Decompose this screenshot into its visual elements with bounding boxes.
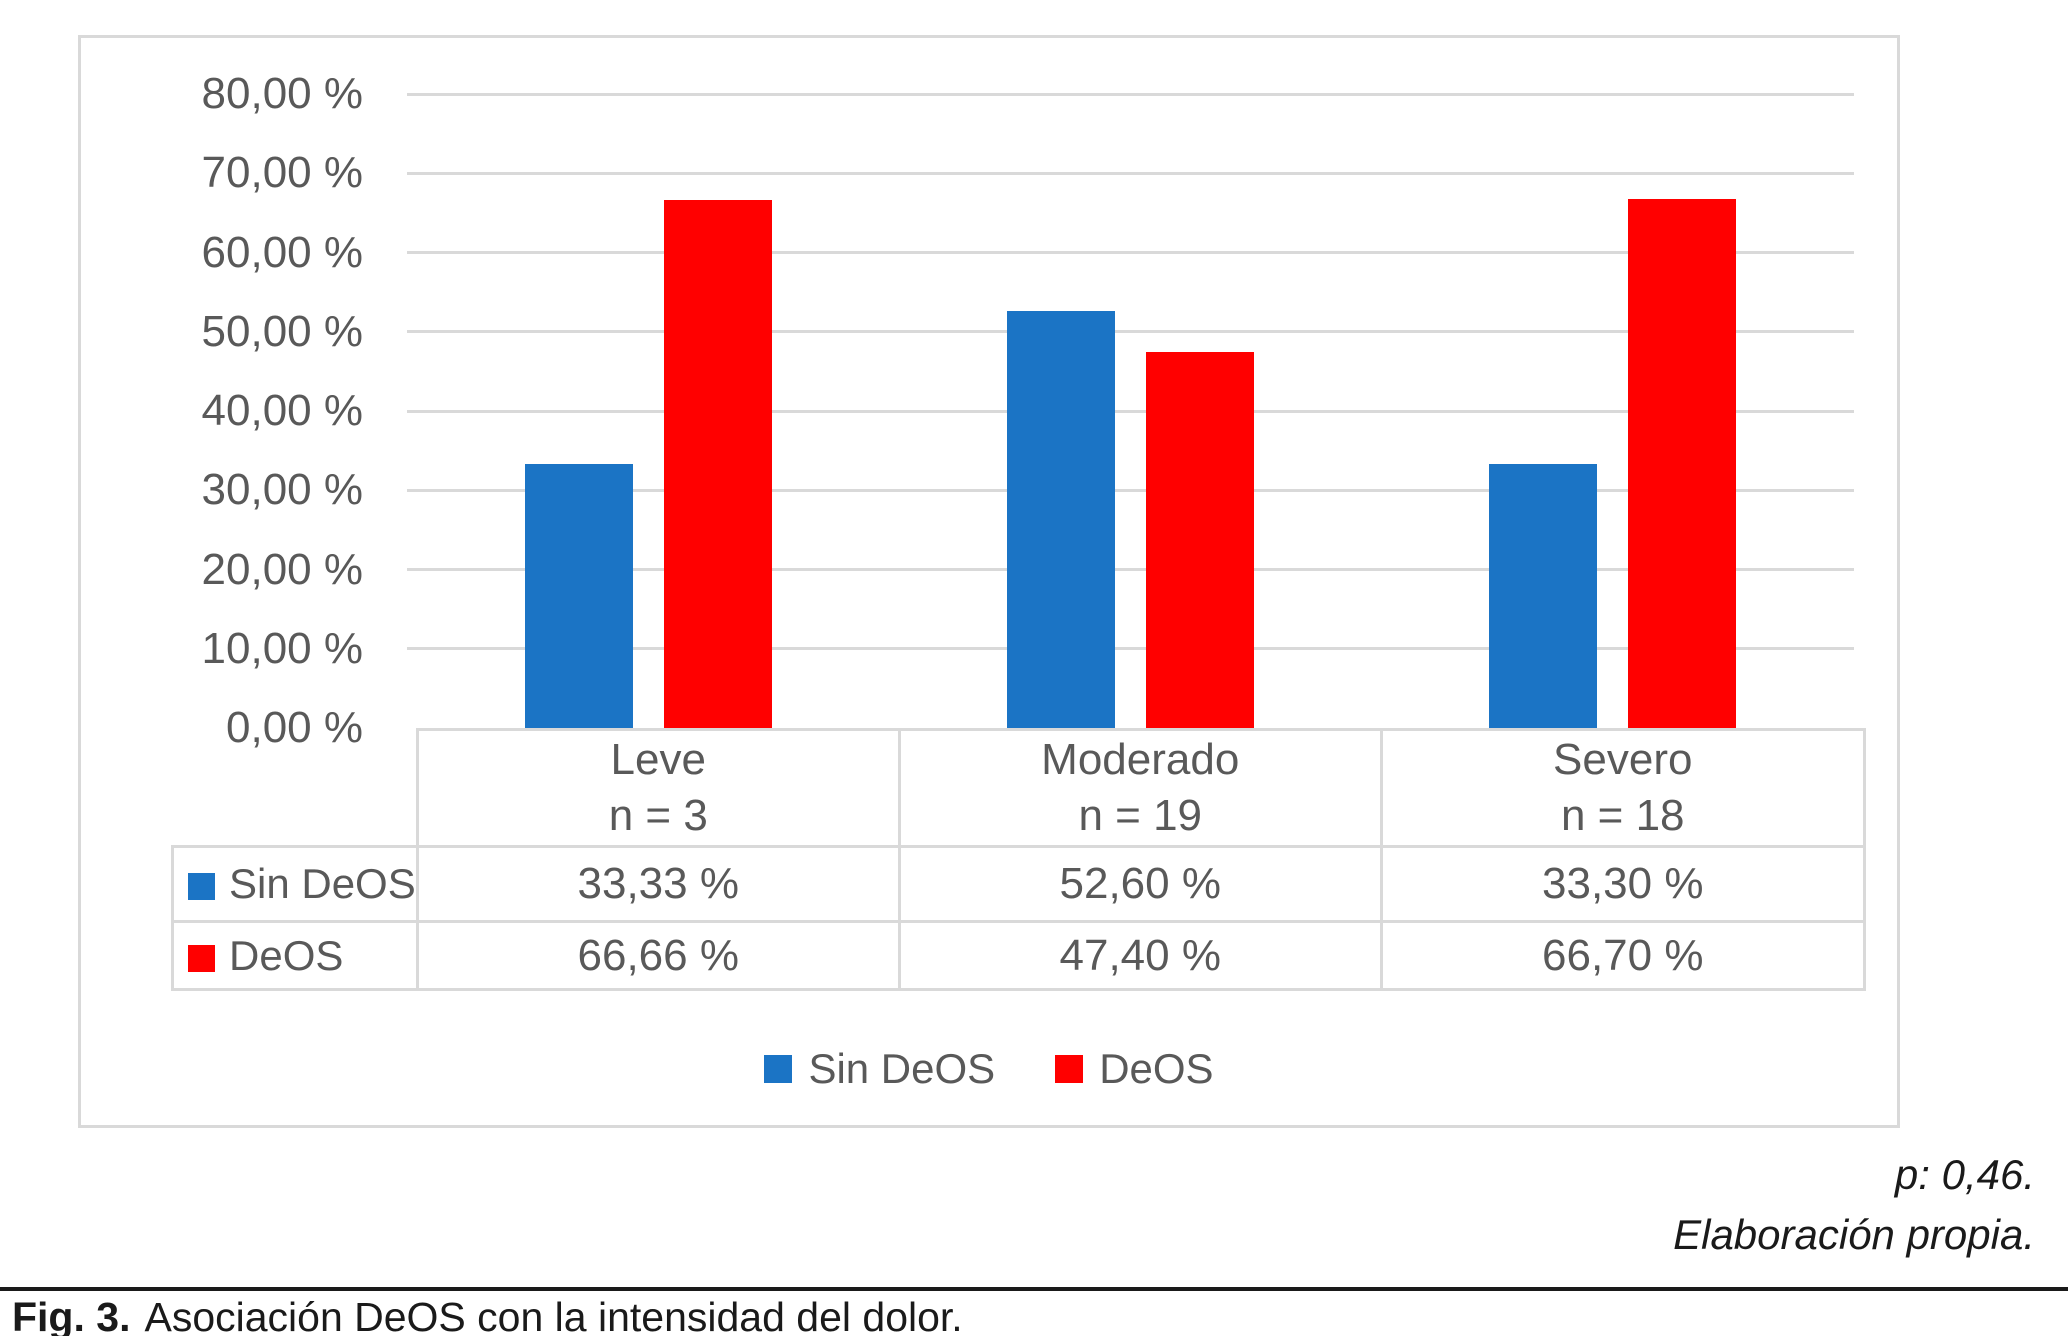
gridline — [407, 488, 1854, 492]
gridline — [407, 92, 1854, 96]
series-name-label: Sin DeOS — [229, 860, 416, 907]
category-header-severo: Severo n = 18 — [1379, 728, 1866, 848]
y-axis-labels: 0,00 % 10,00 % 20,00 % 30,00 % 40,00 % 50,00 … — [81, 38, 363, 750]
category-name: Leve — [610, 735, 706, 784]
value-cell: 52,60 % — [897, 845, 1383, 923]
series-name-label: DeOS — [229, 931, 344, 979]
gridline — [407, 330, 1854, 334]
figure-caption-text: Asociación DeOS con la intensidad del do… — [144, 1294, 963, 1336]
plot-area — [407, 38, 1854, 728]
y-tick-label: 0,00 % — [226, 703, 363, 752]
gridline — [407, 568, 1854, 571]
category-name: Severo — [1553, 735, 1693, 784]
table-row-deos: DeOS 66,66 % 47,40 % 66,70 % — [171, 920, 1866, 991]
y-tick-label: 50,00 % — [201, 306, 363, 356]
chart-legend: Sin DeOS DeOS — [81, 1044, 1897, 1094]
category-n: n = 19 — [1078, 791, 1203, 840]
y-tick-label: 40,00 % — [201, 386, 363, 435]
sin-deos-swatch — [188, 873, 215, 900]
legend-item-sin-deos: Sin DeOS — [764, 1045, 995, 1093]
legend-label: Sin DeOS — [808, 1045, 996, 1092]
table-corner-cell — [173, 730, 418, 847]
legend-swatch — [764, 1055, 793, 1083]
value-cell: 33,33 % — [415, 845, 901, 923]
gridline — [407, 251, 1854, 254]
chart-container: 0,00 % 10,00 % 20,00 % 30,00 % 40,00 % 50,00 … — [78, 35, 1900, 1128]
chart-notes: p: 0,46. Elaboración propia. — [1673, 1145, 2035, 1265]
legend-label: DeOS — [1099, 1045, 1214, 1092]
category-header-moderado: Moderado n = 19 — [897, 728, 1383, 848]
series-key-cell: DeOS — [171, 920, 419, 991]
gridline — [407, 409, 1854, 413]
legend-item-deos: DeOS — [1055, 1045, 1214, 1093]
table-header-row: Leve n = 3 Moderado n = 19 Severo n = 18 — [173, 728, 1866, 848]
bar-sin-deos-leve — [524, 463, 633, 728]
gridline — [407, 647, 1854, 651]
value-cell: 66,66 % — [415, 920, 901, 991]
category-n: n = 18 — [1560, 791, 1685, 840]
y-tick-label: 60,00 % — [201, 227, 363, 277]
bar-deos-severo — [1627, 199, 1736, 728]
p-value-note: p: 0,46. — [1894, 1151, 2035, 1198]
data-table-body: Leve n = 3 Moderado n = 19 Severo n = 18 Sin D… — [171, 728, 1866, 991]
y-tick-label: 10,00 % — [201, 623, 363, 673]
bar-sin-deos-moderado — [1006, 311, 1115, 728]
category-header-leve: Leve n = 3 — [415, 728, 901, 848]
bar-sin-deos-severo — [1488, 464, 1597, 728]
table-row-sin-deos: Sin DeOS 33,33 % 52,60 % 33,30 % — [171, 845, 1866, 923]
data-table: Leve n = 3 Moderado n = 19 Severo n = 18 Sin D… — [171, 728, 1866, 991]
y-tick-label: 70,00 % — [201, 148, 363, 198]
category-name: Moderado — [1041, 735, 1240, 784]
source-note: Elaboración propia. — [1673, 1211, 2035, 1258]
y-tick-label: 20,00 % — [201, 544, 363, 594]
y-tick-label: 30,00 % — [201, 465, 363, 515]
bar-deos-moderado — [1145, 352, 1254, 728]
legend-swatch — [1055, 1055, 1084, 1083]
value-cell: 33,30 % — [1379, 845, 1866, 923]
gridline — [407, 171, 1854, 175]
value-cell: 47,40 % — [897, 920, 1383, 991]
series-key-cell: Sin DeOS — [171, 845, 419, 923]
figure-caption: Fig. 3. Asociación DeOS con la intensidad… — [12, 1294, 963, 1336]
deos-swatch — [188, 944, 215, 972]
category-n: n = 3 — [608, 791, 708, 840]
figure-caption-label: Fig. 3. — [12, 1294, 131, 1336]
value-cell: 66,70 % — [1379, 920, 1866, 991]
y-tick-label: 80,00 % — [201, 69, 363, 118]
caption-divider — [0, 1287, 2068, 1291]
bar-deos-leve — [663, 199, 772, 728]
